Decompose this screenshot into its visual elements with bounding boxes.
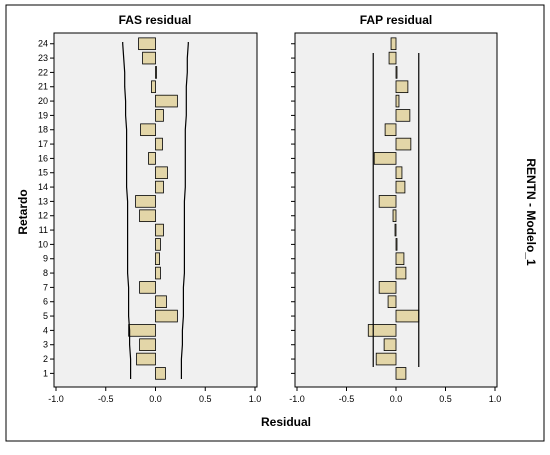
bar-fas <box>155 266 161 280</box>
y-tick-label: 8 <box>43 268 48 278</box>
bar-fap <box>388 51 397 65</box>
bar-fas <box>155 223 164 237</box>
panel-title-fas: FAS residual <box>119 13 192 27</box>
bar-fas <box>155 66 157 79</box>
y-tick-label: 20 <box>38 96 48 106</box>
bar-fas <box>138 37 156 51</box>
bar-fap <box>373 152 397 165</box>
y-tick-label: 9 <box>43 254 48 264</box>
y-tick-label: 23 <box>38 53 48 63</box>
bar-fap <box>395 109 411 122</box>
bar-fas <box>155 252 160 266</box>
bar-fas <box>155 367 166 380</box>
bar-fap <box>384 123 397 137</box>
y-tick-label: 12 <box>38 211 48 221</box>
y-tick-label: 17 <box>38 139 48 149</box>
upper-confidence-limit-fas <box>180 42 189 379</box>
bar-fas <box>155 137 163 151</box>
bar-fap <box>383 338 397 351</box>
y-tick-label: 14 <box>38 182 48 192</box>
bar-fap <box>395 94 400 108</box>
bar-fap <box>395 252 405 266</box>
bar-fas <box>139 338 156 351</box>
bar-fap <box>395 66 398 79</box>
bar-fap <box>394 223 397 237</box>
bar-fap <box>395 309 420 323</box>
bar-fas <box>155 295 167 309</box>
y-tick-label: 11 <box>39 225 48 235</box>
y-tick-label: 5 <box>43 311 48 321</box>
x-tick-label-fap: -1.0 <box>289 394 305 404</box>
bar-fas <box>139 209 156 223</box>
y-tick-label: 22 <box>38 67 48 77</box>
panel-fap: -1.0 -0.5 0.0 0.5 1.0 <box>289 32 502 404</box>
y-tick-label: 7 <box>43 282 48 292</box>
bar-fap <box>395 80 409 94</box>
bar-fap <box>395 137 412 151</box>
bar-fas <box>155 166 168 180</box>
x-tick-label-fas: 1.0 <box>249 394 262 404</box>
bar-fap <box>395 166 403 180</box>
x-tick-label-fas: 0.0 <box>149 394 162 404</box>
bar-fap <box>367 324 397 337</box>
y-tick-label: 16 <box>38 153 48 163</box>
y-tick-label: 21 <box>38 82 48 92</box>
y-tick-label: 19 <box>38 110 48 120</box>
y-tick-label: 18 <box>38 125 48 135</box>
x-tick-label-fas: -0.5 <box>98 394 114 404</box>
bar-fas <box>139 281 156 294</box>
bar-fas <box>155 238 161 251</box>
panels-group: -1.0 -0.5 0.0 0.5 1.012345678910111213141516… <box>38 32 502 404</box>
lower-confidence-limit-fas <box>122 42 132 379</box>
bar-fap <box>395 180 406 194</box>
bar-fas <box>128 324 156 337</box>
bar-fap <box>375 352 397 366</box>
bar-fap <box>378 281 397 294</box>
panel-fas: -1.0 -0.5 0.0 0.5 1.012345678910111213141516… <box>38 32 262 404</box>
bar-fap <box>392 209 397 223</box>
y-tick-label: 10 <box>38 239 48 249</box>
bar-fap <box>378 195 397 208</box>
bar-fap <box>387 295 397 309</box>
side-label: RENTN - Modelo_1 <box>524 158 538 266</box>
bar-fap <box>395 266 407 280</box>
bar-fas <box>135 195 156 208</box>
x-tick-label-fap: 0.0 <box>390 394 403 404</box>
bar-fas <box>155 180 164 194</box>
x-tick-label-fap: -0.5 <box>339 394 355 404</box>
y-tick-label: 2 <box>43 354 48 364</box>
x-tick-label-fas: -1.0 <box>48 394 64 404</box>
panel-title-fap: FAP residual <box>360 13 432 27</box>
x-tick-label-fas: 0.5 <box>199 394 212 404</box>
bar-fap <box>395 367 407 380</box>
y-tick-label: 3 <box>43 340 48 350</box>
bar-fas <box>155 309 178 323</box>
bar-fas <box>142 51 156 65</box>
y-tick-label: 6 <box>43 297 48 307</box>
bar-fas <box>140 123 156 137</box>
bar-fap <box>390 37 397 51</box>
y-axis-title: Retardo <box>16 189 30 234</box>
x-axis-title: Residual <box>261 415 311 429</box>
y-tick-label: 24 <box>38 39 48 49</box>
y-tick-label: 1 <box>43 368 48 378</box>
bar-fap <box>395 238 398 251</box>
bar-fas <box>155 94 178 108</box>
bar-fas <box>136 352 156 366</box>
y-tick-label: 4 <box>43 325 48 335</box>
x-tick-label-fap: 1.0 <box>489 394 502 404</box>
x-tick-label-fap: 0.5 <box>439 394 452 404</box>
bar-fas <box>148 152 156 165</box>
bar-fas <box>151 80 156 94</box>
y-tick-label: 13 <box>38 196 48 206</box>
y-tick-label: 15 <box>38 168 48 178</box>
bar-fas <box>155 109 164 122</box>
